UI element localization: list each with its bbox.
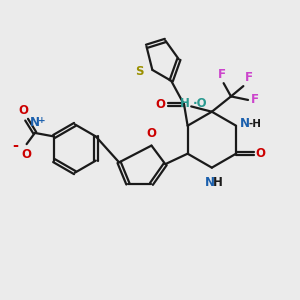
Text: O: O bbox=[155, 98, 166, 111]
Text: O: O bbox=[19, 104, 29, 117]
Text: O: O bbox=[146, 127, 157, 140]
Text: F: F bbox=[245, 71, 253, 84]
Text: F: F bbox=[250, 93, 258, 106]
Text: -H: -H bbox=[248, 119, 261, 129]
Text: H: H bbox=[213, 176, 223, 189]
Text: S: S bbox=[136, 65, 144, 78]
Text: N: N bbox=[206, 176, 215, 189]
Text: -: - bbox=[12, 138, 18, 153]
Text: O: O bbox=[22, 148, 32, 161]
Text: N: N bbox=[30, 116, 40, 129]
Text: ·O: ·O bbox=[193, 97, 207, 110]
Text: +: + bbox=[38, 116, 46, 125]
Text: N: N bbox=[240, 117, 250, 130]
Text: F: F bbox=[218, 68, 226, 81]
Text: H: H bbox=[180, 97, 190, 110]
Text: O: O bbox=[256, 147, 266, 160]
